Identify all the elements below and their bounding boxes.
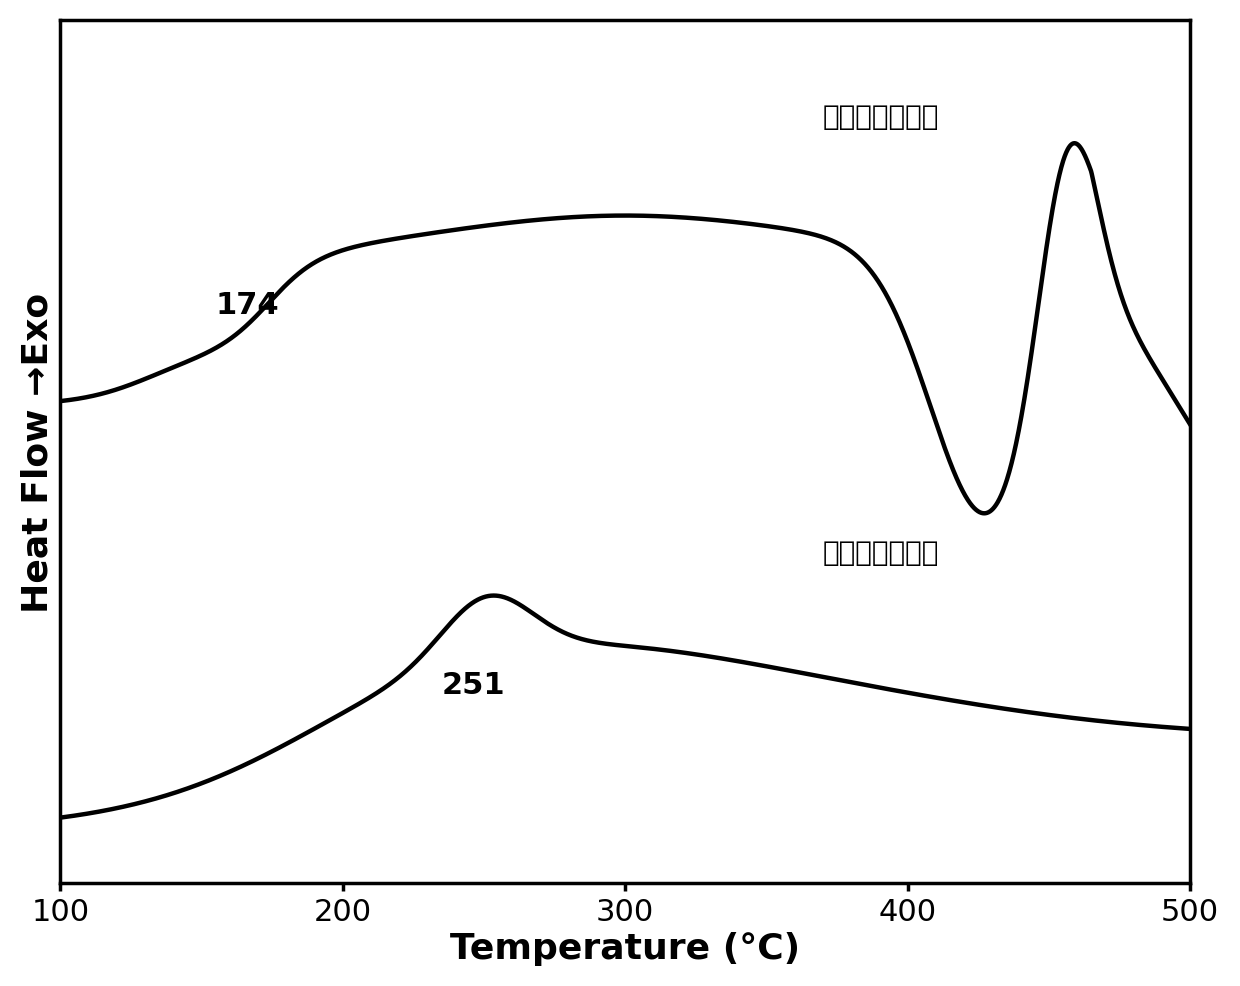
Y-axis label: Heat Flow →Exo: Heat Flow →Exo [21, 292, 55, 612]
Text: 第一次升温扫描: 第一次升温扫描 [823, 103, 940, 131]
Text: 251: 251 [441, 670, 505, 700]
Text: 第二次升温扫描: 第二次升温扫描 [823, 538, 940, 566]
X-axis label: Temperature (°C): Temperature (°C) [450, 931, 800, 965]
Text: 174: 174 [216, 291, 279, 319]
